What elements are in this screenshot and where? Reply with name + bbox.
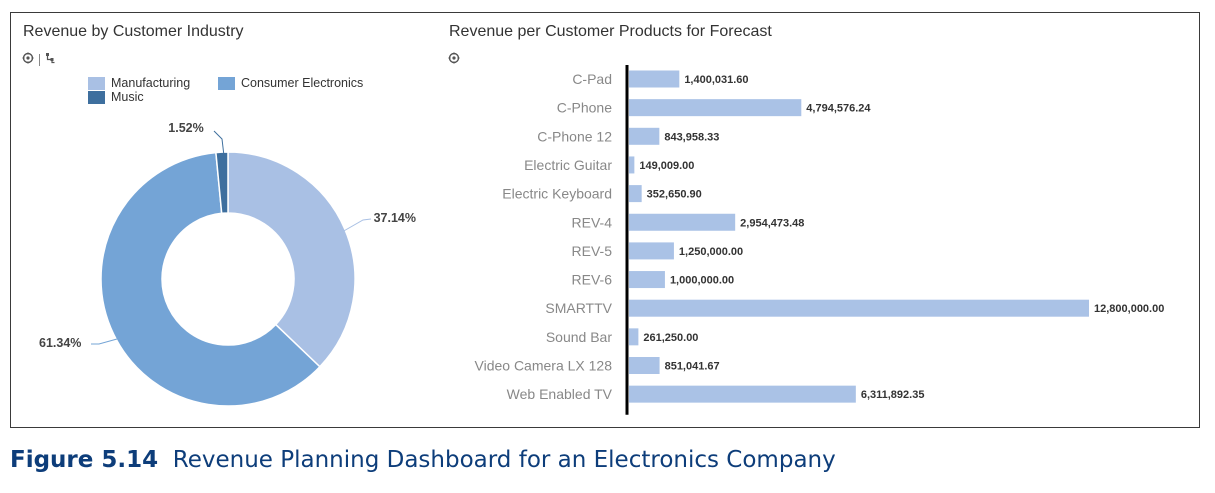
bar-video-camera-lx-128[interactable] (629, 357, 660, 374)
bar-c-phone-12[interactable] (629, 127, 660, 145)
bar-category-label-sound-bar: Sound Bar (546, 329, 612, 345)
figure-caption-label: Figure 5.14 (10, 447, 159, 473)
bar-category-label-rev-5: REV-5 (572, 243, 613, 259)
donut-toolbar (22, 52, 57, 67)
bar-rev-5[interactable] (629, 242, 674, 260)
bar-value-label-sound-bar: 261,250.00 (643, 332, 698, 344)
bar-category-label-electric-keyboard: Electric Keyboard (502, 186, 612, 202)
bar-value-label-electric-keyboard: 352,650.90 (647, 189, 702, 201)
bar-sound-bar[interactable] (629, 328, 639, 346)
bar-rev-6[interactable] (629, 271, 665, 289)
bar-smarttv[interactable] (629, 299, 1089, 317)
donut-leader-line-consumer-electronics (91, 338, 118, 345)
hierarchy-icon[interactable] (448, 52, 460, 67)
bar-value-label-web-enabled-tv: 6,311,892.35 (861, 389, 925, 401)
bar-category-label-c-phone-12: C-Phone 12 (537, 128, 612, 144)
donut-data-label-music: 1.52% (168, 121, 203, 135)
bar-chart: C-Pad 1,400,031.60 C-Phone 4,794,576.24 C-Ph… (475, 65, 1164, 415)
legend-label-manufacturing: Manufacturing (111, 76, 191, 90)
legend-item-music[interactable]: Music (88, 90, 144, 104)
bar-electric-guitar[interactable] (629, 156, 635, 174)
donut-slice-consumer-electronics[interactable] (100, 151, 321, 407)
bar-value-label-smarttv: 12,800,000.00 (1094, 303, 1164, 315)
bar-value-label-rev-4: 2,954,473.48 (740, 217, 804, 229)
legend-item-consumer-electronics[interactable]: Consumer Electronics (218, 76, 363, 90)
bar-c-phone[interactable] (629, 99, 802, 117)
bar-toolbar (448, 52, 460, 67)
donut-data-label-manufacturing: 37.14% (374, 211, 416, 225)
donut-slice-music[interactable] (215, 151, 229, 215)
bar-value-label-rev-6: 1,000,000.00 (670, 275, 734, 287)
bar-value-label-c-phone-12: 843,958.33 (664, 131, 719, 143)
bar-category-label-web-enabled-tv: Web Enabled TV (507, 386, 613, 402)
legend-swatch-manufacturing (88, 76, 105, 90)
dashboard-frame: Revenue by Customer Industry Manufacturi… (10, 12, 1200, 428)
bar-web-enabled-tv[interactable] (629, 385, 856, 403)
figure-caption: Figure 5.14 Revenue Planning Dashboard f… (10, 447, 836, 473)
donut-data-label-consumer-electronics: 61.34% (39, 336, 81, 350)
donut-chart-title: Revenue by Customer Industry (23, 23, 244, 40)
legend-swatch-consumer-electronics (218, 76, 235, 90)
figure-caption-text: Revenue Planning Dashboard for an Electr… (172, 447, 836, 473)
drill-icon[interactable] (45, 52, 57, 67)
legend-label-music: Music (111, 90, 144, 104)
legend-swatch-music (88, 90, 105, 104)
bar-chart-title: Revenue per Customer Products for Foreca… (449, 23, 772, 40)
toolbar-divider (39, 53, 40, 66)
bar-value-label-c-pad: 1,400,031.60 (684, 74, 748, 86)
legend-item-manufacturing[interactable]: Manufacturing (88, 76, 190, 90)
bar-category-label-rev-4: REV-4 (572, 214, 613, 230)
donut-chart: 37.14% 61.34% 1.52% (39, 121, 416, 407)
hierarchy-icon[interactable] (22, 52, 34, 67)
bar-category-label-electric-guitar: Electric Guitar (524, 157, 612, 173)
bar-category-label-smarttv: SMARTTV (545, 300, 612, 316)
bar-value-label-c-phone: 4,794,576.24 (806, 103, 871, 115)
legend-label-consumer-electronics: Consumer Electronics (241, 76, 364, 90)
donut-leader-line-manufacturing (341, 218, 372, 233)
donut-slice-manufacturing[interactable] (227, 151, 356, 368)
bar-value-label-electric-guitar: 149,009.00 (639, 160, 694, 172)
bar-value-label-rev-5: 1,250,000.00 (679, 246, 743, 258)
bar-value-label-video-camera-lx-128: 851,041.67 (665, 361, 720, 373)
bar-category-label-video-camera-lx-128: Video Camera LX 128 (475, 358, 613, 374)
bar-electric-keyboard[interactable] (629, 185, 642, 203)
bar-category-label-c-phone: C-Phone (557, 100, 612, 116)
bar-category-label-rev-6: REV-6 (572, 272, 613, 288)
donut-leader-line-music (213, 130, 225, 157)
bar-rev-4[interactable] (629, 213, 736, 231)
bar-category-label-c-pad: C-Pad (572, 71, 612, 87)
bar-c-pad[interactable] (629, 70, 680, 88)
